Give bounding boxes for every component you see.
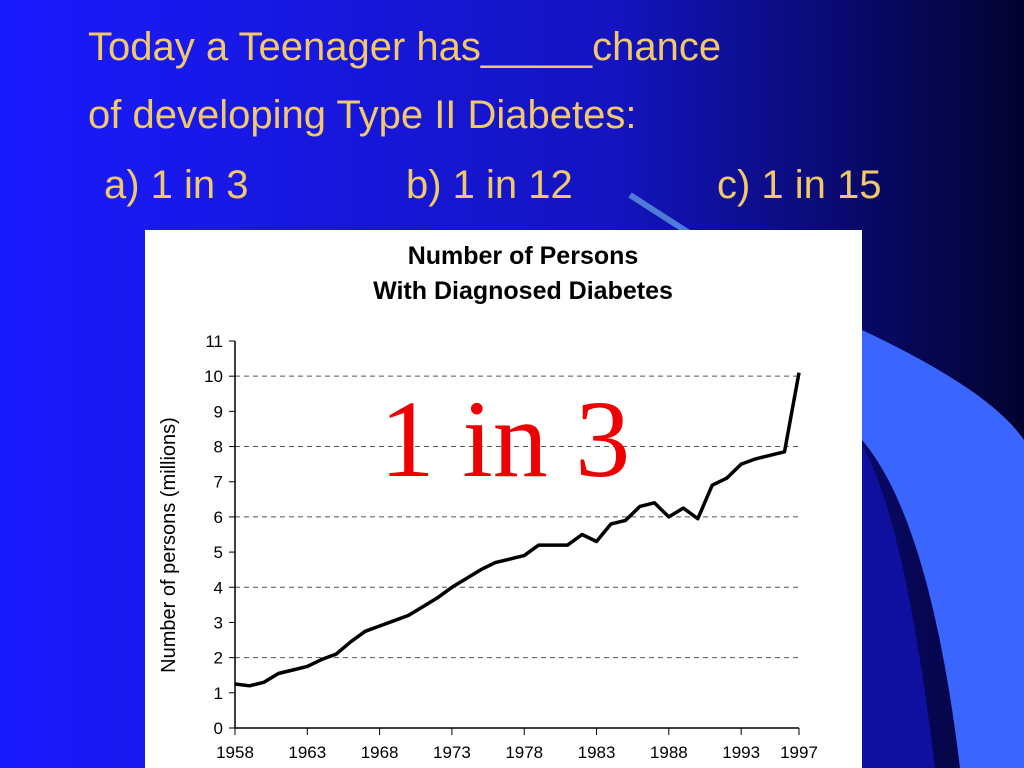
chart: Number of Persons With Diagnosed Diabete… [145,230,862,768]
chart-background [145,230,862,768]
y-tick-label: 10 [204,367,223,386]
y-axis-label: Number of persons (millions) [158,417,180,673]
y-tick-label: 3 [214,613,223,632]
x-tick-label: 1973 [433,743,471,762]
y-tick-label: 11 [205,332,223,351]
option: c) 1 in 15 [717,163,882,207]
option: b) 1 in 12 [406,163,573,207]
x-tick-label: 1968 [361,743,399,762]
y-tick-label: 4 [214,578,223,597]
x-tick-label: 1983 [578,743,616,762]
y-tick-label: 5 [214,543,223,562]
x-tick-label: 1993 [722,743,760,762]
chart-title: Number of Persons [408,242,639,270]
y-tick-label: 1 [214,684,223,703]
x-tick-label: 1997 [780,743,818,762]
x-tick-label: 1958 [216,743,254,762]
annotation: 1 in 3 [380,378,631,500]
x-tick-label: 1963 [288,743,326,762]
slide-title: of developing Type II Diabetes: [88,93,637,137]
data-line [234,372,801,688]
y-tick-label: 8 [214,438,223,457]
chart-title: With Diagnosed Diabetes [373,277,673,305]
x-tick-label: 1988 [650,743,688,762]
y-tick-label: 7 [214,473,223,492]
y-tick-label: 9 [214,402,223,421]
decor-shape [862,445,935,768]
x-tick-label: 1978 [505,743,543,762]
option: a) 1 in 3 [104,163,249,207]
y-tick-label: 6 [214,508,223,527]
decor-shape [862,330,1024,768]
slide-title: Today a Teenager has_____chance [88,25,721,69]
y-tick-label: 0 [214,719,223,738]
y-tick-label: 2 [214,649,223,668]
